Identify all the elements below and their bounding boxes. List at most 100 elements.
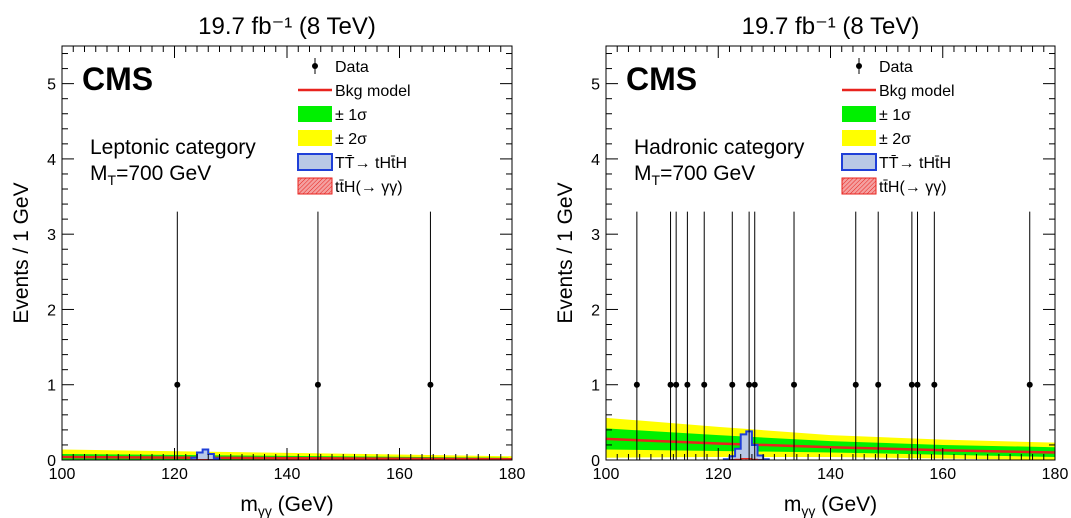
legend-label: ± 1σ	[879, 107, 911, 124]
plot-frame	[605, 45, 1056, 461]
legend-label: ± 2σ	[335, 131, 367, 148]
chart-panel-leptonic: 100 120 140 160 180 0 1 2 3 4 5 19.7 fb⁻¹ (8 TeV) Ev…	[10, 13, 525, 518]
legend-label: ± 2σ	[879, 131, 911, 148]
legend-entry: ± 1σ	[842, 106, 911, 124]
y-axis: 0 1 2 3 4 5	[591, 53, 1055, 470]
legend-entry: ± 1σ	[298, 106, 367, 124]
data-point	[684, 211, 691, 460]
x-axis-label: mγγ (GeV)	[784, 493, 877, 518]
legend-1sigma-swatch	[298, 106, 332, 122]
legend-label: tt̄H(→ γγ)	[335, 179, 403, 196]
data-point	[427, 211, 434, 460]
data-marker	[701, 381, 708, 388]
legend-signal-swatch	[297, 153, 333, 171]
legend-entry: Data	[312, 58, 369, 76]
x-axis: 100 120 140 160 180	[49, 46, 526, 483]
y-tick-label: 0	[591, 453, 600, 470]
mass-label-main: M	[634, 162, 652, 185]
plot-area	[62, 211, 512, 460]
legend-entry: ± 2σ	[842, 130, 911, 148]
data-point	[791, 211, 798, 460]
mass-label-sub: T	[108, 172, 117, 188]
category-label: Hadronic category	[634, 136, 805, 159]
data-marker	[673, 381, 680, 388]
plot-area	[606, 211, 1055, 460]
x-axis: 100 120 140 160 180	[593, 46, 1069, 483]
mass-label-value: =700 GeV	[660, 162, 755, 185]
chart-panel-hadronic: 100 120 140 160 180 0 1 2 3 4 5 19.7 fb⁻¹ (8 TeV) Ev…	[554, 13, 1068, 518]
y-axis-label: Events / 1 GeV	[10, 182, 33, 323]
data-point	[701, 211, 708, 460]
data-point	[875, 211, 882, 460]
legend-2sigma-swatch	[842, 130, 876, 146]
x-axis-label-main: m	[240, 493, 258, 516]
x-tick-label: 140	[817, 466, 844, 483]
legend-2sigma-swatch	[298, 130, 332, 146]
y-tick-label: 5	[591, 77, 600, 94]
x-axis-label-sub: γγ	[258, 503, 272, 518]
legend-entry: tt̄H(→ γγ)	[297, 177, 403, 196]
x-tick-label: 160	[386, 466, 413, 483]
y-tick-label: 3	[591, 227, 600, 244]
x-axis-label-unit: (GeV)	[272, 493, 334, 516]
y-tick-label: 4	[591, 152, 600, 169]
y-axis-label: Events / 1 GeV	[554, 182, 577, 323]
data-point	[667, 211, 674, 460]
legend-signal-swatch	[841, 153, 877, 171]
legend-1sigma-swatch	[842, 106, 876, 122]
legend-entry: ± 2σ	[298, 130, 367, 148]
data-marker	[314, 381, 321, 388]
y-tick-label: 1	[47, 378, 56, 395]
data-point	[673, 211, 680, 460]
x-axis-label: mγγ (GeV)	[240, 493, 333, 518]
mass-label: MT=700 GeV	[90, 162, 211, 188]
legend-entry: Bkg model	[842, 83, 955, 100]
y-tick-label: 0	[47, 453, 56, 470]
data-marker	[852, 381, 859, 388]
data-marker	[908, 381, 915, 388]
y-tick-label: 2	[591, 302, 600, 319]
legend-label: tt̄H(→ γγ)	[879, 179, 947, 196]
y-tick-label: 4	[47, 152, 56, 169]
legend-label: Bkg model	[335, 83, 411, 100]
legend-label: Bkg model	[879, 83, 955, 100]
data-marker	[633, 381, 640, 388]
y-tick-label: 3	[47, 227, 56, 244]
y-tick-label: 1	[591, 378, 600, 395]
mass-label-value: =700 GeV	[116, 162, 211, 185]
data-point	[174, 211, 181, 460]
x-axis-label-sub: γγ	[801, 503, 815, 518]
data-point	[852, 211, 859, 460]
mass-label-main: M	[90, 162, 108, 185]
x-tick-label: 180	[1042, 466, 1069, 483]
chart-title: 19.7 fb⁻¹ (8 TeV)	[198, 13, 376, 40]
cms-logo-text: CMS	[82, 61, 153, 97]
legend-entry: TT̄→ tHt̄H	[297, 153, 407, 172]
data-marker	[931, 381, 938, 388]
data-point	[633, 211, 640, 460]
mass-label-sub: T	[652, 172, 661, 188]
x-tick-label: 180	[499, 466, 526, 483]
legend-label: Data	[335, 59, 369, 76]
data-point	[746, 211, 753, 460]
x-tick-label: 120	[705, 466, 732, 483]
legend-data-marker	[312, 63, 318, 69]
y-tick-label: 2	[47, 302, 56, 319]
legend-entry: TT̄→ tHt̄H	[841, 153, 951, 172]
data-point	[314, 211, 321, 460]
chart-title: 19.7 fb⁻¹ (8 TeV)	[742, 13, 920, 40]
data-marker	[667, 381, 674, 388]
data-marker	[729, 381, 736, 388]
x-axis-label-main: m	[784, 493, 802, 516]
legend-tth-swatch	[841, 177, 877, 195]
data-marker	[791, 381, 798, 388]
x-tick-label: 120	[161, 466, 188, 483]
legend-label: ± 1σ	[335, 107, 367, 124]
data-marker	[746, 381, 753, 388]
category-label: Leptonic category	[90, 136, 256, 159]
data-point	[908, 211, 915, 460]
cms-logo-text: CMS	[626, 61, 697, 97]
legend-label: Data	[879, 59, 913, 76]
x-tick-label: 160	[929, 466, 956, 483]
